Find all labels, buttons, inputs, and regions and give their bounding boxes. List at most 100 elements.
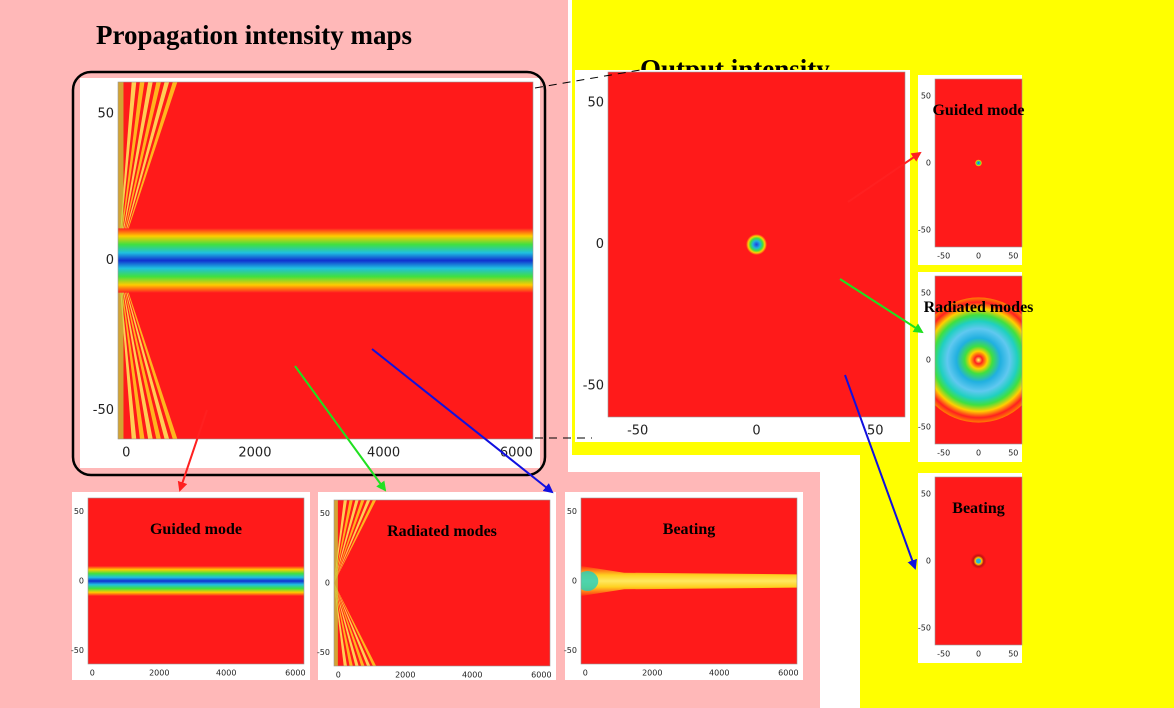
arrow [294,365,387,492]
arrow [839,278,924,334]
plot-panel: 50 0 -50 0 2000 4000 6000 Guided mode [71,492,310,680]
y-tick-label: 0 [926,557,931,566]
x-tick-label: 0 [976,650,981,659]
y-tick-label: 0 [325,579,330,588]
x-tick-label: 4000 [709,669,729,678]
y-tick-label: 50 [921,91,931,100]
radiated-beam [334,583,377,666]
x-tick-label: -50 [937,449,950,458]
heatmap [935,477,1022,645]
radiated-beam [334,583,365,666]
panel-label: Beating [952,500,1004,517]
arrows [177,151,924,570]
radiated-beam [118,82,161,261]
map-frame [71,70,547,477]
x-tick-label: -50 [937,650,950,659]
x-tick-label: 4000 [462,671,482,680]
radiated-beam [118,260,145,439]
dashed-connector [534,69,641,89]
x-tick-label: 6000 [531,671,551,680]
x-tick-label: 2000 [238,446,271,461]
y-tick-label: 50 [320,509,330,518]
panel-label: Beating [663,521,715,538]
radiated-beam [334,500,365,583]
left-title: Propagation intensity maps [96,20,412,50]
x-tick-label: 50 [867,424,884,439]
guided-band [88,566,304,596]
y-tick-label: -50 [918,226,931,235]
panel-label: Radiated modes [924,299,1034,316]
heatmap [608,72,905,417]
x-tick-label: 0 [752,424,760,439]
heatmap [334,500,550,666]
x-tick-label: 2000 [642,669,662,678]
x-tick-label: 0 [90,669,95,678]
y-tick-label: 0 [79,577,84,586]
arrow [847,151,922,203]
heatmap [118,82,533,439]
y-tick-label: -50 [583,378,604,393]
plot-border [580,497,798,665]
radiated-beam [334,500,377,583]
y-tick-label: 0 [926,159,931,168]
output-spot [746,234,767,255]
y-tick-label: 0 [596,237,604,252]
arrow [844,374,917,570]
y-tick-label: 50 [74,507,84,516]
panel-label: Radiated modes [387,523,497,540]
radiated-beam [118,82,137,261]
plot-panel: 50 0 -50 0 2000 4000 6000 [80,78,540,468]
x-tick-label: 6000 [500,446,533,461]
plot-panel: 50 0 -50 0 2000 4000 6000 Radiated modes [317,492,556,680]
plot-border [934,476,1023,646]
y-tick-label: 0 [926,356,931,365]
radiated-beam [118,260,153,439]
x-tick-label: 4000 [367,446,400,461]
beam-source [334,500,338,666]
arrow [371,348,554,494]
x-tick-label: 0 [976,449,981,458]
heatmap [581,498,797,664]
y-tick-label: 0 [106,253,114,268]
plot-border [333,499,551,667]
output-spot [952,534,1005,588]
plot-panel: 50 0 -50 -50 0 50 [575,70,910,442]
y-tick-label: -50 [71,646,84,655]
x-tick-label: 50 [1008,449,1018,458]
y-tick-label: 50 [97,107,114,122]
output-rings [935,297,1022,423]
beating-band [581,566,797,596]
radiated-beam [118,260,170,439]
radiated-beam [334,500,371,583]
x-tick-label: -50 [937,252,950,261]
plot-panel: 50 0 -50 -50 0 50 Radiated modes [918,272,1034,462]
radiated-beam [334,583,359,666]
radiated-beam [334,500,359,583]
x-tick-label: 2000 [395,671,415,680]
plot-border [607,71,906,418]
radiated-beam [334,500,353,583]
x-tick-label: 0 [336,671,341,680]
radiated-beam [118,260,161,439]
plot-border [934,275,1023,445]
y-tick-label: -50 [918,624,931,633]
y-tick-label: 50 [567,507,577,516]
radiated-beam [118,82,145,261]
x-tick-label: 0 [122,446,130,461]
x-tick-label: 50 [1008,650,1018,659]
radiated-beam [118,82,170,261]
radiated-beam [334,583,353,666]
plots: 50 0 -50 0 2000 4000 6000 50 0 -50 -50 0 50 50 0 -50 0 20… [71,70,1034,680]
plot-border [117,81,534,440]
y-tick-label: -50 [564,646,577,655]
heatmap-background [334,500,550,666]
y-tick-label: -50 [317,648,330,657]
plot-panel: 50 0 -50 0 2000 4000 6000 Beating [564,492,803,680]
heatmap [935,276,1022,444]
radiated-beam [118,82,153,261]
plot-panel: 50 0 -50 -50 0 50 Beating [918,473,1023,663]
output-spot [975,159,982,167]
x-tick-label: 0 [976,252,981,261]
radiated-beam [334,583,371,666]
